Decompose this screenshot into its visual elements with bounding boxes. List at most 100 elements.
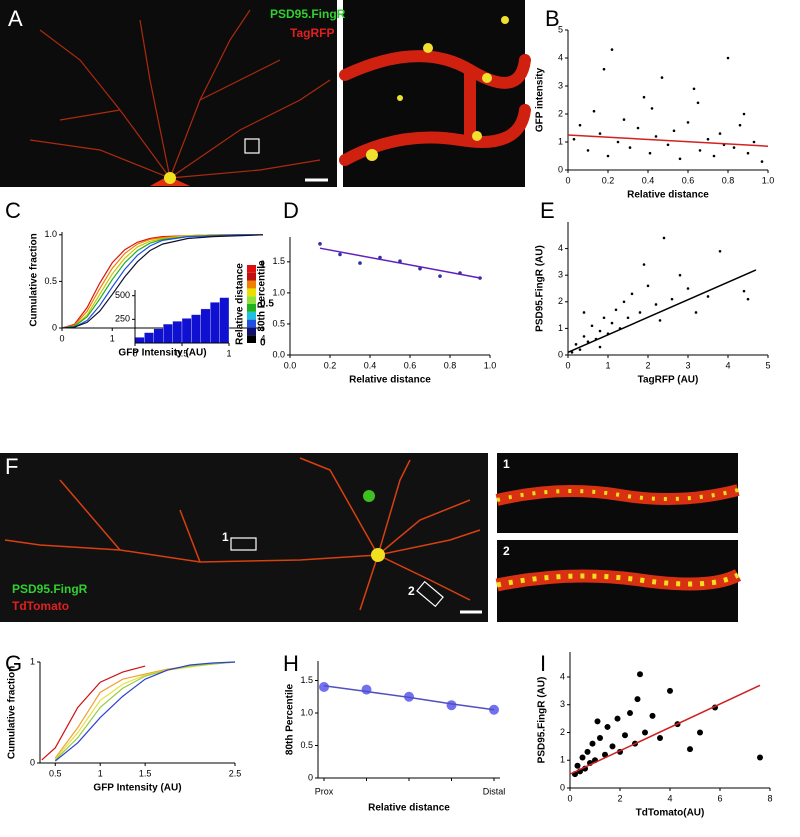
point bbox=[650, 107, 654, 110]
y-axis-label: 80th Percentile bbox=[285, 683, 296, 755]
line-series bbox=[61, 234, 263, 329]
x-tick-label: 1 bbox=[110, 333, 115, 343]
colorbar-tick-label: 1 bbox=[260, 260, 266, 271]
panel-label: F bbox=[5, 454, 18, 479]
point bbox=[574, 343, 578, 346]
x-tick-label: 4 bbox=[667, 793, 672, 803]
point bbox=[598, 132, 602, 135]
point bbox=[642, 263, 646, 266]
histogram-bar bbox=[219, 297, 230, 344]
colorbar-swatch bbox=[247, 327, 256, 336]
x-axis-label: Relative distance bbox=[627, 190, 709, 201]
colorbar-swatch bbox=[247, 335, 256, 343]
panel-label: H bbox=[283, 651, 299, 676]
x-axis-label: GFP Intensity (AU) bbox=[118, 348, 206, 359]
point bbox=[694, 311, 698, 314]
image-a-zoom bbox=[339, 0, 531, 187]
point bbox=[667, 687, 673, 694]
point bbox=[638, 311, 642, 314]
point bbox=[590, 324, 594, 328]
fit-line bbox=[567, 134, 769, 147]
point bbox=[672, 129, 676, 133]
image-f bbox=[0, 453, 488, 622]
point bbox=[622, 300, 626, 304]
point bbox=[757, 754, 763, 761]
y-tick-label: 1.0 bbox=[300, 707, 313, 717]
histogram-bar bbox=[144, 332, 154, 344]
y-tick-label: 0 bbox=[30, 757, 35, 767]
x-tick-label: 0.6 bbox=[404, 360, 417, 370]
x-tick-label: 0 bbox=[565, 175, 570, 185]
point bbox=[746, 151, 750, 155]
y-tick-label: 2 bbox=[558, 108, 563, 118]
point bbox=[686, 287, 690, 290]
fit-line bbox=[319, 247, 481, 279]
point bbox=[578, 348, 582, 351]
x-tick-label: 1.0 bbox=[762, 175, 775, 185]
point bbox=[712, 154, 716, 158]
point bbox=[361, 684, 372, 695]
point bbox=[574, 762, 581, 769]
point bbox=[637, 671, 643, 678]
x-axis-label: GFP Intensity (AU) bbox=[93, 783, 181, 794]
colorbar-tick-label: 0 bbox=[260, 338, 266, 349]
x-axis-label: Relative distance bbox=[368, 803, 450, 814]
y-tick-label: 1 bbox=[558, 323, 563, 333]
image-label: 2 bbox=[408, 584, 415, 598]
x-tick-label: 6 bbox=[717, 793, 722, 803]
point bbox=[338, 252, 342, 257]
point bbox=[614, 715, 621, 722]
colorbar-swatch bbox=[247, 319, 256, 328]
image-f-zooms bbox=[495, 453, 742, 622]
y-tick-label: 2 bbox=[560, 727, 565, 737]
x-tick-label: 0 bbox=[565, 360, 570, 370]
point bbox=[706, 137, 710, 141]
colorbar-swatch bbox=[247, 296, 256, 304]
point bbox=[594, 718, 601, 725]
x-tick-label: 2.5 bbox=[229, 768, 242, 778]
y-tick-label: 500 bbox=[115, 290, 130, 300]
histogram-bar bbox=[172, 321, 183, 344]
y-tick-label: 250 bbox=[115, 314, 130, 324]
point bbox=[622, 118, 626, 121]
point bbox=[738, 123, 742, 127]
point bbox=[666, 143, 670, 147]
panel-label: A bbox=[8, 6, 23, 31]
point bbox=[718, 249, 722, 253]
line-series bbox=[54, 661, 236, 761]
point bbox=[642, 729, 648, 736]
point bbox=[636, 126, 640, 130]
y-tick-label: 0.0 bbox=[272, 349, 285, 359]
x-tick-label: 4 bbox=[260, 333, 265, 343]
y-axis-label: PSD95.FingR (AU) bbox=[535, 245, 546, 332]
image-label: 1 bbox=[222, 530, 229, 544]
x-tick-label: 0 bbox=[132, 348, 137, 358]
x-tick-label: 1 bbox=[605, 360, 610, 370]
panel-label: C bbox=[5, 198, 21, 223]
x-tick-label: 0.5 bbox=[49, 768, 62, 778]
point bbox=[589, 740, 596, 747]
y-tick-label: 1.0 bbox=[44, 229, 57, 239]
point bbox=[622, 732, 628, 739]
x-tick-label: 0.4 bbox=[642, 175, 655, 185]
x-tick-label: Distal bbox=[483, 786, 506, 796]
point bbox=[678, 273, 682, 277]
x-tick-label: 0.8 bbox=[444, 360, 457, 370]
x-tick-label: 0.6 bbox=[682, 175, 695, 185]
point bbox=[378, 255, 382, 260]
point bbox=[654, 135, 658, 138]
fit-line bbox=[569, 684, 761, 775]
image-label: PSD95.FingR bbox=[12, 582, 88, 596]
y-axis-label: PSD95.FingR (AU) bbox=[537, 677, 548, 764]
point bbox=[584, 748, 591, 755]
point bbox=[662, 236, 666, 240]
x-tick-label: 0.0 bbox=[284, 360, 297, 370]
point bbox=[604, 723, 611, 730]
point bbox=[438, 274, 442, 278]
panel-label: D bbox=[283, 198, 299, 223]
point bbox=[697, 729, 703, 736]
y-tick-label: 5 bbox=[558, 24, 563, 34]
image-label: PSD95.FingR bbox=[270, 7, 346, 21]
y-axis-label: Cumulative fraction bbox=[7, 666, 18, 759]
